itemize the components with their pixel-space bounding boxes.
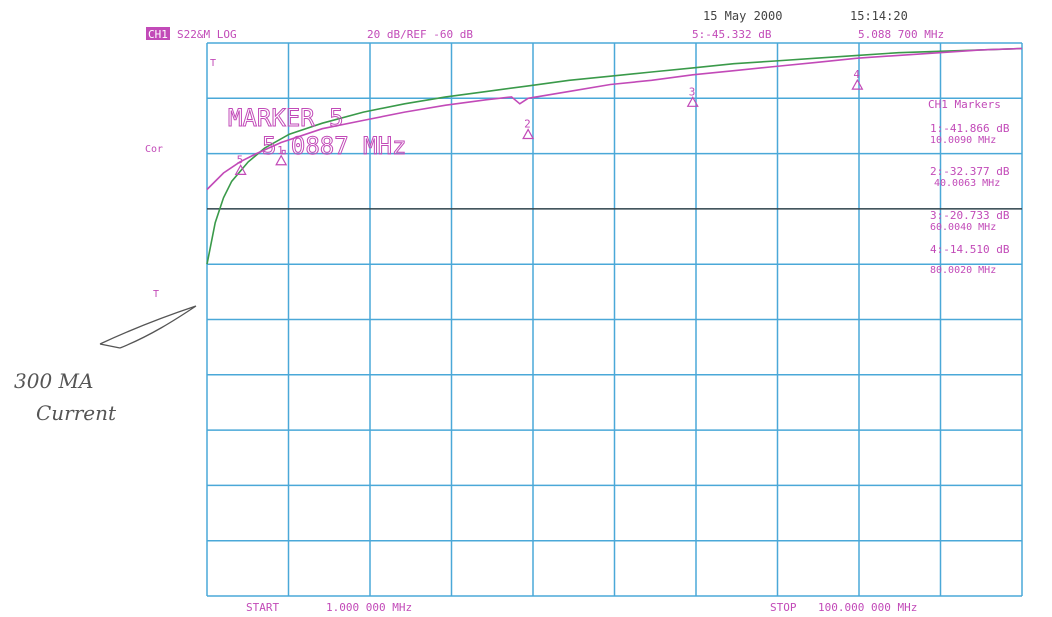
marker-4: 4 xyxy=(851,68,864,90)
header-measurement: S22&M LOG xyxy=(177,28,237,41)
marker-5: 5 xyxy=(234,153,247,175)
marker-4-label: 4 xyxy=(853,68,860,81)
header-scale: 20 dB/REF -60 dB xyxy=(367,28,473,41)
traces xyxy=(206,47,1023,265)
header-marker-readout: 5:-45.332 dB xyxy=(692,28,772,41)
marker-1-triangle xyxy=(275,154,288,166)
channel-badge-box xyxy=(146,27,170,40)
marker-3: 3 xyxy=(686,85,699,107)
marker-list: CH1 Markers 1:-41.866 dB 10.0090 MHz 2:-… xyxy=(928,98,1010,276)
marker-2-freq: 40.0063 MHz xyxy=(934,178,1000,189)
marker-5-label: 5 xyxy=(237,153,244,166)
marker-2-label: 2 xyxy=(524,118,531,131)
annotation-line1: 300 MA xyxy=(14,369,93,393)
marker-list-title: CH1 Markers xyxy=(928,98,1001,111)
big-marker-title: MARKER 5 xyxy=(228,104,344,132)
marker-1-freq: 10.0090 MHz xyxy=(930,135,996,146)
marker-1: 1 xyxy=(275,144,288,166)
header-time: 15:14:20 xyxy=(850,9,908,23)
marker-2-triangle xyxy=(522,128,535,140)
marker-1-label: 1 xyxy=(277,144,284,157)
trace-1 xyxy=(206,47,1023,191)
plot-grid xyxy=(206,42,1023,597)
header-marker-freq: 5.088 700 MHz xyxy=(858,28,944,41)
footer-start-label: START xyxy=(246,601,279,614)
marker-3-triangle xyxy=(686,96,699,107)
handwritten-annotation: 300 MA Current xyxy=(14,305,197,425)
marker-3-freq: 60.0040 MHz xyxy=(930,222,996,233)
header-date: 15 May 2000 xyxy=(703,9,782,23)
markers: 5 1 2 3 4 xyxy=(234,68,864,175)
footer-stop-value: 100.000 000 MHz xyxy=(818,601,917,614)
marker-3-label: 3 xyxy=(689,85,696,98)
marker-4-triangle xyxy=(851,78,864,90)
footer-stop-label: STOP xyxy=(770,601,797,614)
annotation-line2: Current xyxy=(36,401,117,425)
footer-start-value: 1.000 000 MHz xyxy=(326,601,412,614)
channel-badge-text: CH1 xyxy=(148,28,168,41)
trace-0 xyxy=(206,47,1023,265)
ref-top-label: T xyxy=(210,58,216,69)
ref-mid-label: T xyxy=(153,289,159,300)
big-marker-freq: 5.0887 MHz xyxy=(262,132,407,160)
marker-1-value: 1:-41.866 dB xyxy=(930,122,1010,135)
cor-label: Cor xyxy=(145,144,163,155)
marker-4-value: 4:-14.510 dB xyxy=(930,243,1010,256)
annotation-arrow xyxy=(99,305,197,349)
marker-4-freq: 80.0020 MHz xyxy=(930,265,996,276)
marker-5-triangle xyxy=(234,164,247,175)
marker-2-value: 2:-32.377 dB xyxy=(930,165,1010,178)
marker-3-value: 3:-20.733 dB xyxy=(930,209,1010,222)
channel-badge: CH1 xyxy=(146,27,170,41)
marker-2: 2 xyxy=(522,118,535,140)
